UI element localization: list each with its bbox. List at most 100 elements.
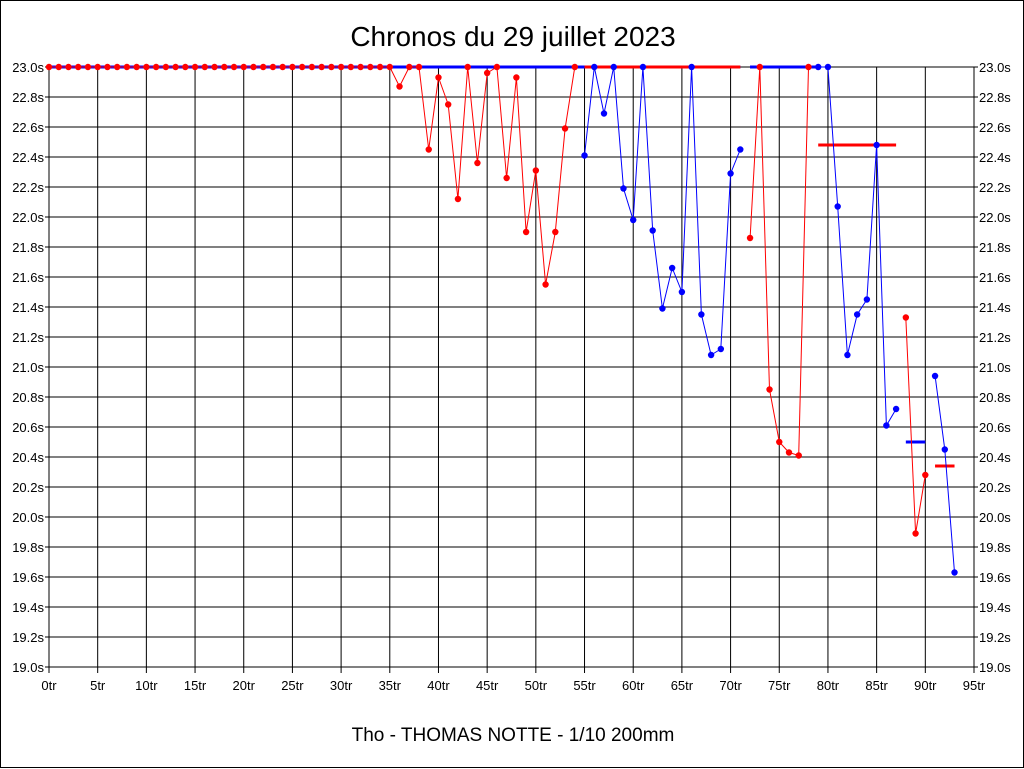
x-tick-label: 50tr bbox=[525, 678, 548, 693]
data-point bbox=[815, 63, 822, 71]
y-tick-label-right: 19.2s bbox=[979, 630, 1011, 645]
x-tick-label: 45tr bbox=[476, 678, 499, 693]
x-tick-label: 90tr bbox=[914, 678, 937, 693]
series-line bbox=[818, 66, 897, 428]
y-tick-label-left: 19.8s bbox=[12, 540, 44, 555]
data-point bbox=[639, 63, 647, 71]
x-tick-label: 35tr bbox=[379, 678, 402, 693]
y-tick-label-left: 21.4s bbox=[12, 300, 44, 315]
data-point bbox=[435, 74, 442, 81]
x-tick-label: 20tr bbox=[233, 678, 256, 693]
x-tick-label: 55tr bbox=[573, 678, 596, 693]
y-tick-label-right: 23.0s bbox=[979, 60, 1011, 75]
data-point bbox=[776, 438, 783, 446]
data-point bbox=[513, 74, 520, 81]
y-tick-label-left: 19.6s bbox=[12, 570, 44, 585]
data-point bbox=[406, 63, 413, 71]
data-point bbox=[610, 63, 617, 71]
data-point bbox=[123, 63, 131, 71]
data-point bbox=[532, 167, 540, 174]
data-point bbox=[591, 63, 598, 71]
data-point bbox=[201, 63, 208, 71]
y-tick-label-left: 22.0s bbox=[12, 210, 44, 225]
data-point bbox=[698, 311, 705, 318]
data-point bbox=[668, 264, 676, 272]
data-point bbox=[795, 452, 802, 459]
data-point bbox=[756, 63, 763, 71]
data-point bbox=[844, 351, 851, 359]
data-point bbox=[746, 234, 754, 242]
data-point bbox=[892, 405, 900, 413]
x-tick-label: 95tr bbox=[963, 678, 986, 693]
data-point bbox=[464, 63, 471, 71]
series-markers bbox=[45, 63, 958, 576]
data-point bbox=[250, 63, 257, 71]
data-point bbox=[172, 63, 179, 71]
data-point bbox=[104, 63, 111, 71]
data-point bbox=[45, 63, 53, 71]
data-point bbox=[94, 63, 101, 71]
y-tick-label-left: 20.4s bbox=[12, 450, 44, 465]
data-point bbox=[863, 296, 871, 303]
data-point bbox=[269, 63, 277, 71]
data-point bbox=[581, 152, 588, 159]
data-point bbox=[289, 63, 296, 71]
y-tick-label-left: 22.6s bbox=[12, 120, 44, 135]
y-tick-label-right: 20.8s bbox=[979, 390, 1011, 405]
y-tick-label-left: 22.4s bbox=[12, 150, 44, 165]
x-tick-label: 0tr bbox=[41, 678, 57, 693]
y-tick-label-right: 21.2s bbox=[979, 330, 1011, 345]
y-tick-label-right: 20.0s bbox=[979, 510, 1011, 525]
data-point bbox=[707, 351, 715, 359]
data-point bbox=[211, 63, 218, 71]
data-point bbox=[785, 449, 793, 456]
data-point bbox=[328, 63, 335, 71]
x-tick-label: 70tr bbox=[719, 678, 742, 693]
series-line bbox=[934, 375, 955, 573]
y-tick-label-right: 22.8s bbox=[979, 90, 1011, 105]
data-point bbox=[230, 63, 238, 71]
y-tick-label-right: 22.4s bbox=[979, 150, 1011, 165]
y-tick-label-left: 21.0s bbox=[12, 360, 44, 375]
y-tick-label-right: 21.4s bbox=[979, 300, 1011, 315]
data-point bbox=[221, 63, 228, 71]
data-point bbox=[620, 185, 627, 192]
data-point bbox=[902, 314, 910, 321]
y-tick-label-right: 21.8s bbox=[979, 240, 1011, 255]
data-point bbox=[191, 63, 199, 71]
data-point bbox=[834, 203, 841, 210]
x-tick-label: 75tr bbox=[768, 678, 791, 693]
y-tick-label-left: 20.0s bbox=[12, 510, 44, 525]
data-point bbox=[649, 227, 656, 234]
chart-title: Chronos du 29 juillet 2023 bbox=[350, 21, 675, 52]
y-tick-label-left: 23.0s bbox=[12, 60, 44, 75]
data-point bbox=[337, 63, 345, 71]
data-point bbox=[415, 63, 423, 71]
data-point bbox=[873, 141, 880, 149]
y-tick-label-left: 20.2s bbox=[12, 480, 44, 495]
y-tick-label-right: 22.0s bbox=[979, 210, 1011, 225]
y-tick-label-left: 19.4s bbox=[12, 600, 44, 615]
y-tick-label-right: 19.8s bbox=[979, 540, 1011, 555]
data-point bbox=[279, 63, 286, 71]
data-point bbox=[483, 69, 491, 77]
data-point bbox=[912, 530, 919, 537]
y-tick-label-right: 20.2s bbox=[979, 480, 1011, 495]
y-tick-label-left: 22.2s bbox=[12, 180, 44, 195]
x-tick-label: 25tr bbox=[281, 678, 304, 693]
x-tick-label: 85tr bbox=[865, 678, 888, 693]
axes: 0tr 5tr 10tr 15tr 20tr 25tr 30tr 35tr 40tr 45tr 50… bbox=[12, 60, 1011, 693]
data-point bbox=[308, 63, 316, 71]
y-tick-label-right: 19.4s bbox=[979, 600, 1011, 615]
data-point bbox=[65, 63, 72, 71]
x-tick-label: 60tr bbox=[622, 678, 645, 693]
data-point bbox=[766, 386, 773, 393]
y-tick-label-right: 19.0s bbox=[979, 660, 1011, 675]
y-tick-label-right: 22.6s bbox=[979, 120, 1011, 135]
data-point bbox=[824, 63, 832, 71]
data-point bbox=[931, 372, 939, 380]
y-tick-label-right: 20.6s bbox=[979, 420, 1011, 435]
y-tick-label-left: 21.2s bbox=[12, 330, 44, 345]
data-point bbox=[688, 63, 695, 71]
